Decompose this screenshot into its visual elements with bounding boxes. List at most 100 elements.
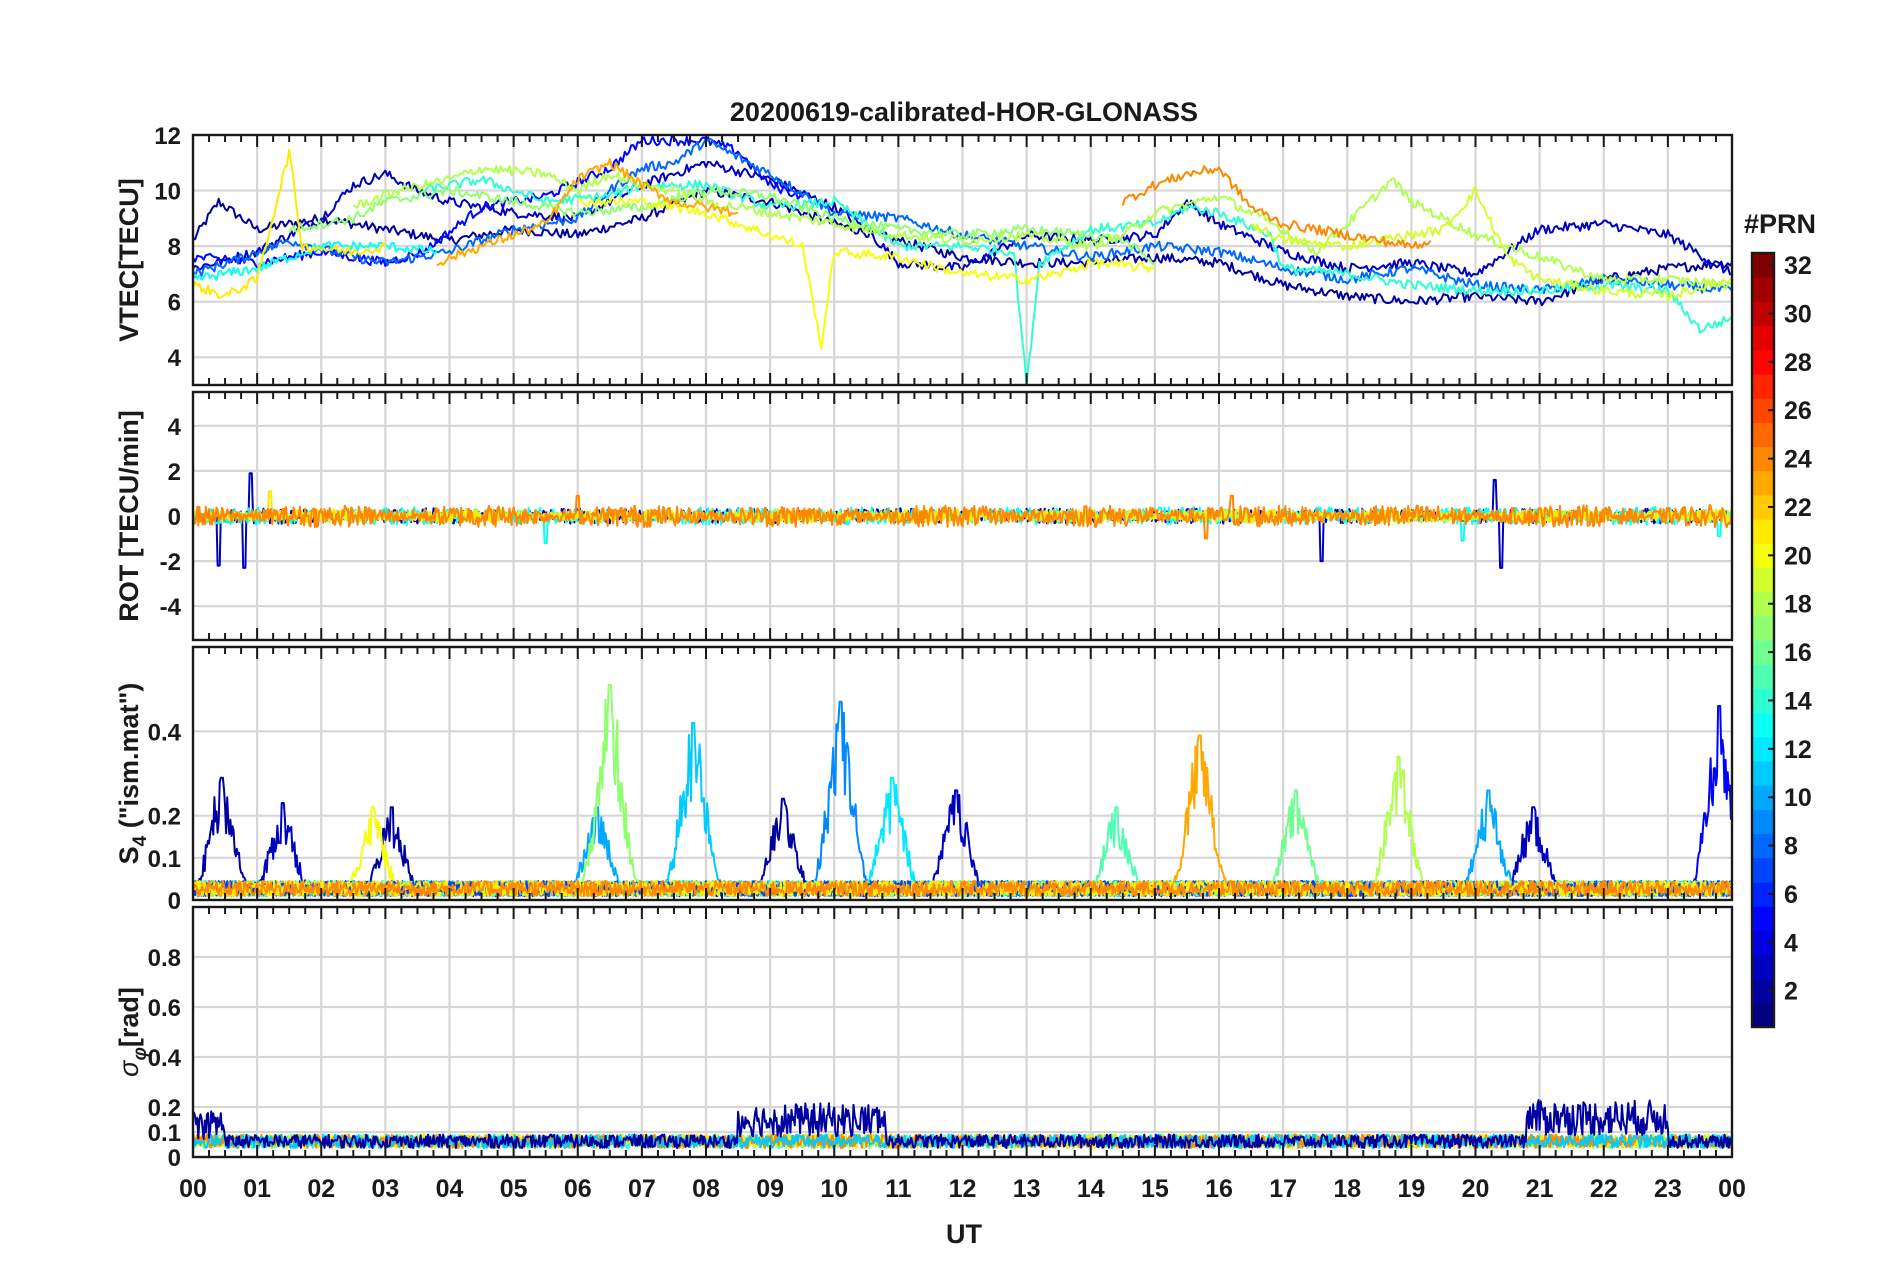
y-tick-label: 0.8 [148, 945, 181, 972]
x-axis-label: UT [946, 1219, 982, 1249]
series-prn-24 [193, 494, 1732, 540]
colorbar-step [1752, 857, 1774, 883]
x-tick-label: 22 [1590, 1175, 1618, 1203]
colorbar-step [1752, 277, 1774, 302]
colorbar-step [1752, 785, 1774, 810]
colorbar-tick-label: 18 [1784, 591, 1812, 619]
x-tick-label: 14 [1077, 1175, 1105, 1203]
colorbar-step [1752, 543, 1774, 569]
y-tick-label: 0.2 [148, 1095, 181, 1122]
y-axis-label: σφ[rad] [114, 987, 151, 1077]
x-tick-label: 11 [885, 1175, 912, 1203]
colorbar-step [1752, 640, 1774, 665]
series-prn-21 [193, 148, 387, 299]
x-tick-label: 00 [1718, 1175, 1746, 1203]
y-tick-label: -4 [160, 594, 182, 621]
y-tick-label: 0.6 [148, 995, 181, 1022]
colorbar-tick-label: 30 [1784, 300, 1812, 328]
traces [193, 135, 1732, 385]
x-tick-label: 19 [1397, 1175, 1425, 1203]
colorbar-step [1752, 591, 1774, 617]
colorbar-step [1752, 325, 1774, 351]
colorbar-tick-label: 6 [1784, 881, 1798, 909]
y-tick-label: 4 [168, 414, 182, 441]
x-tick-label: 10 [820, 1175, 848, 1203]
series-prn-2 [193, 1099, 1732, 1149]
y-tick-label: 2 [168, 459, 181, 486]
traces [193, 472, 1732, 569]
y-tick-label: 0.4 [148, 1045, 182, 1072]
colorbar-tick-label: 22 [1784, 494, 1812, 522]
x-tick-label: 17 [1269, 1175, 1297, 1203]
y-tick-label: 6 [168, 290, 181, 317]
panel-vtec: 4 6 8 10 12 VTEC[TECU] [114, 123, 1734, 387]
y-tick-label: 10 [154, 179, 181, 206]
y-tick-label: 0.1 [148, 846, 181, 873]
colorbar-step [1752, 373, 1774, 399]
colorbar-step [1752, 712, 1774, 738]
colorbar-tick-label: 20 [1784, 542, 1812, 570]
x-tick-label: 21 [1526, 1175, 1554, 1203]
colorbar-tick-label: 10 [1784, 784, 1812, 812]
colorbar-step [1752, 398, 1774, 423]
series-prn-2 [193, 186, 1732, 307]
y-tick-label: 0 [168, 504, 181, 531]
colorbar-step [1752, 1002, 1774, 1028]
y-axis-label: ROT [TECU/min] [114, 410, 144, 621]
x-tick-label: 12 [949, 1175, 977, 1203]
colorbar-step [1752, 494, 1774, 520]
series-prn-24 [1121, 165, 1432, 250]
x-tick-label: 18 [1333, 1175, 1361, 1203]
series-prn-13 [193, 241, 438, 281]
y-axis-label: S4 ("ism.mat") [114, 683, 151, 865]
x-tick-label: 08 [692, 1175, 720, 1203]
colorbar-step [1752, 301, 1774, 327]
colorbar-step [1752, 615, 1774, 641]
panel-s4: 0 0.1 0.2 0.4S4 ("ism.mat") [114, 645, 1734, 915]
colorbar-tick-label: 14 [1784, 687, 1812, 715]
colorbar-label: #PRN [1744, 209, 1816, 239]
x-tick-label: 03 [371, 1175, 399, 1203]
y-tick-label: 0 [168, 1145, 181, 1172]
series-prn-17 [288, 185, 1156, 266]
colorbar-step [1752, 736, 1774, 762]
colorbar-frame [1750, 251, 1776, 1029]
colorbar-tick-label: 4 [1784, 929, 1798, 957]
series-prn-20 [577, 196, 1155, 350]
colorbar-step [1752, 930, 1774, 956]
series-prn-19 [1250, 185, 1732, 302]
x-tick-label: 04 [436, 1175, 464, 1203]
colorbar-step [1752, 470, 1774, 496]
x-tick-label: 13 [1013, 1175, 1041, 1203]
colorbar-step [1752, 833, 1774, 859]
colorbar-step [1752, 688, 1774, 714]
colorbar-step [1752, 349, 1774, 375]
x-tick-label: 23 [1654, 1175, 1682, 1203]
y-tick-label: 0.4 [148, 719, 182, 746]
y-tick-label: 0 [168, 888, 181, 915]
colorbar-step [1752, 906, 1774, 931]
colorbar-tick-label: 2 [1784, 978, 1798, 1006]
colorbar-step [1752, 760, 1774, 786]
colorbar-step [1752, 253, 1774, 278]
colorbar-step [1752, 881, 1774, 907]
y-tick-label: -2 [160, 549, 181, 576]
colorbar-step [1752, 954, 1774, 980]
colorbar-tick-label: 8 [1784, 833, 1798, 861]
x-tick-label: 02 [307, 1175, 335, 1203]
colorbar-step [1752, 978, 1774, 1004]
series-prn-3 [193, 160, 1732, 278]
series-prn-23 [436, 157, 739, 267]
x-tick-label: 09 [756, 1175, 784, 1203]
x-tick-label: 01 [243, 1175, 271, 1203]
x-tick-label: 15 [1141, 1175, 1169, 1203]
y-tick-label: 0.1 [148, 1120, 181, 1147]
panel-sigphi: 00.10.2 0.4 0.6 0.8 σφ[rad] [114, 905, 1734, 1172]
series-prn-8 [193, 137, 1732, 295]
colorbar-tick-label: 12 [1784, 736, 1812, 764]
colorbar-step [1752, 809, 1774, 835]
y-tick-label: 4 [168, 345, 182, 372]
y-axis-label: VTEC[TECU] [114, 178, 144, 342]
